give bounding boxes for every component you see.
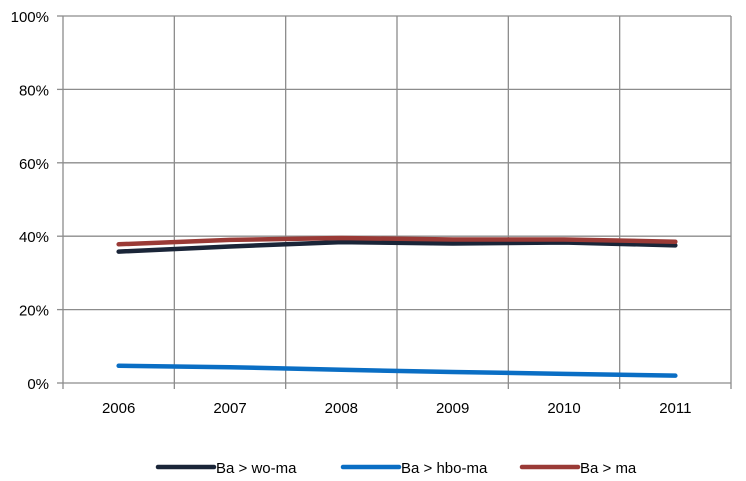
legend-label: Ba > wo-ma — [216, 460, 297, 477]
x-tick-label: 2011 — [659, 400, 691, 417]
y-tick-label: 80% — [19, 82, 49, 99]
series-line — [116, 235, 678, 247]
grid — [57, 15, 732, 389]
series-line — [116, 239, 678, 254]
series-lines — [116, 235, 678, 378]
x-tick-label: 2007 — [213, 400, 246, 417]
y-tick-label: 100% — [11, 9, 49, 26]
x-tick-label: 2006 — [102, 400, 135, 417]
series-line — [116, 363, 678, 378]
legend-label: Ba > hbo-ma — [401, 460, 488, 477]
x-tick-label: 2008 — [325, 400, 358, 417]
y-tick-label: 20% — [19, 303, 49, 320]
x-axis-tick-labels: 2006 2007 2008 2009 2010 2011 — [102, 400, 691, 417]
x-tick-label: 2009 — [436, 400, 469, 417]
y-tick-label: 40% — [19, 229, 49, 246]
y-tick-label: 0% — [27, 376, 49, 393]
legend: Ba > wo-ma Ba > hbo-ma Ba > ma — [155, 460, 637, 477]
x-tick-label: 2010 — [547, 400, 580, 417]
y-axis-tick-labels: 0% 20% 40% 60% 80% 100% — [11, 9, 49, 393]
y-tick-label: 60% — [19, 156, 49, 173]
legend-label: Ba > ma — [580, 460, 637, 477]
